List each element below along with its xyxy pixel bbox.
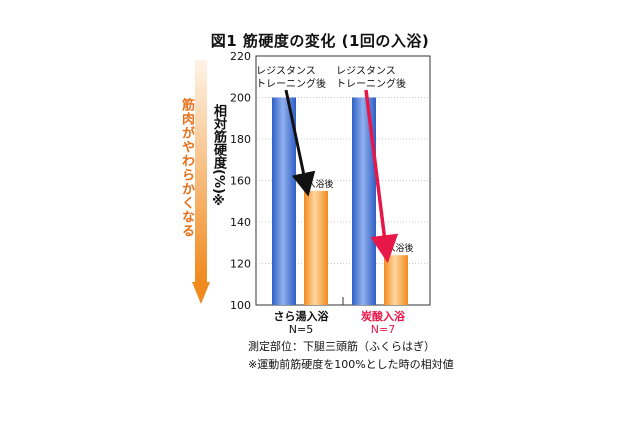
bar-after-bath [304,190,328,305]
y-tick-label: 120 [230,258,251,271]
bar-after-bath [384,255,408,305]
change-arrow [364,89,399,264]
y-tick-label: 140 [230,216,251,229]
annotation-before-label: トレーニング後 [256,77,326,90]
annotation-after-label: 入浴後 [306,178,333,190]
y-tick-label: 100 [230,299,251,312]
annotation-before-label: レジスタンス [256,65,316,77]
category-name: さら湯入浴 [273,310,329,323]
chart-title: 図1 筋硬度の変化 (1回の入浴) [210,32,430,50]
y-tick-label: 180 [230,133,251,146]
y-tick-label: 220 [230,50,251,63]
softening-arrow [192,60,210,304]
y-axis-label: 相対筋硬度(%)※ [211,104,226,209]
bar-before-training [272,97,296,305]
annotation-before-label: レジスタンス [336,65,396,77]
category-label-carbonated: 炭酸入浴 N=7 [338,310,428,336]
annotation-before-label: トレーニング後 [336,77,406,90]
relative-value-note: ※運動前筋硬度を100%とした時の相対値 [248,358,454,371]
softening-arrow-label: 筋肉がやわらかくなる [179,98,194,238]
y-tick-label: 200 [230,92,251,105]
measurement-note: 測定部位：下腿三頭筋（ふくらはぎ） [248,340,435,353]
change-arrow [284,89,316,197]
y-tick-label: 160 [230,175,251,188]
category-label-plain: さら湯入浴 N=5 [256,310,346,336]
category-name: 炭酸入浴 [361,310,405,323]
annotation-after-label: 入浴後 [386,242,413,254]
category-n: N=5 [288,323,314,336]
category-n: N=7 [370,323,396,336]
